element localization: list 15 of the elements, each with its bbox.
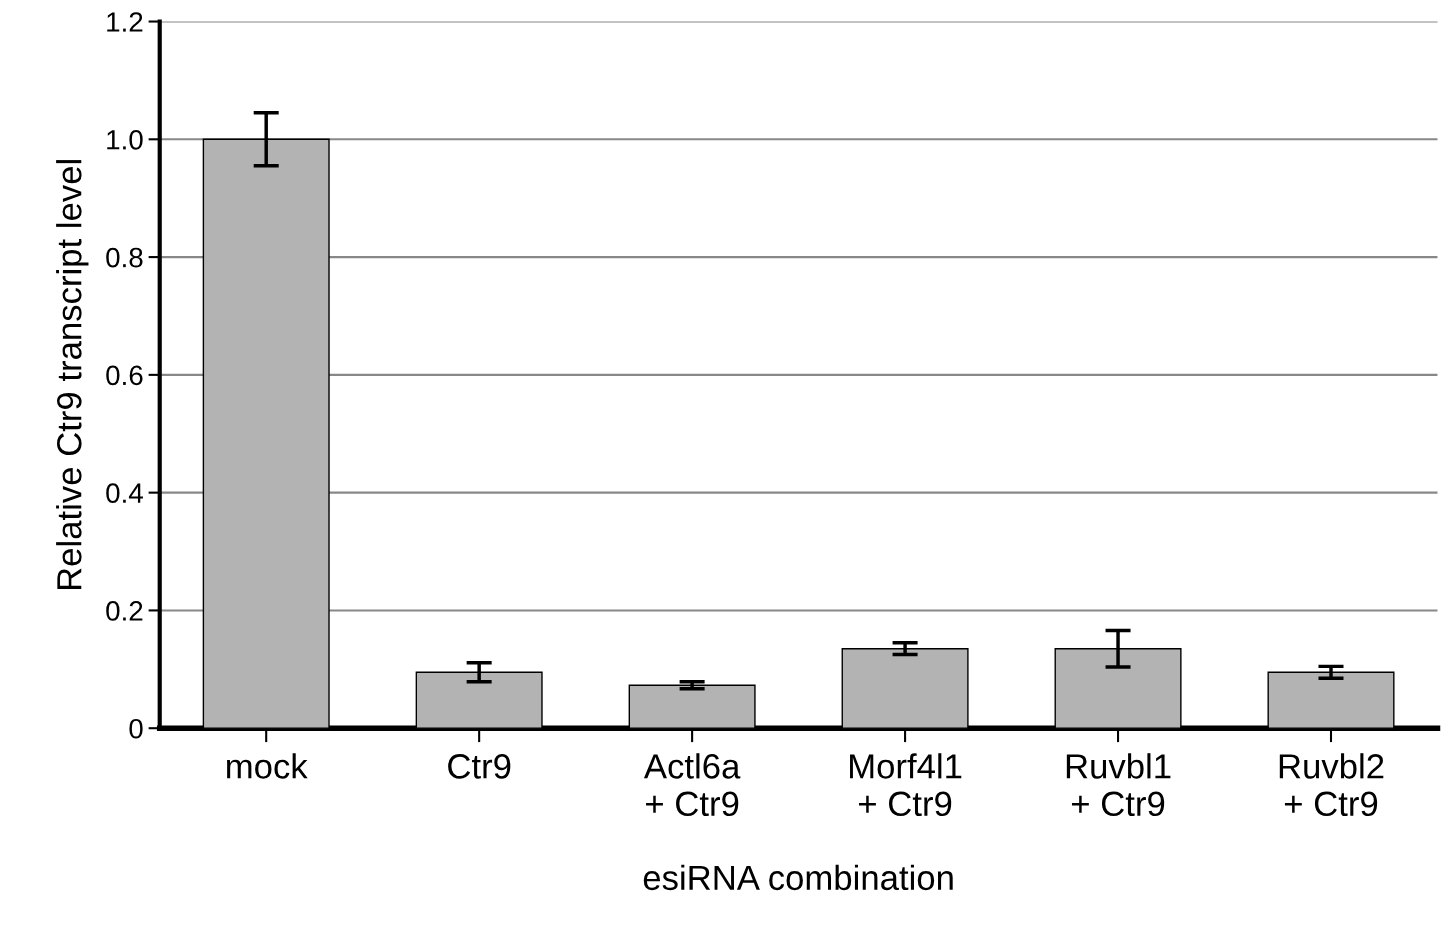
- y-tick-label: 0.2: [106, 601, 143, 621]
- x-tick-label: Ruvbl1 + Ctr9: [1066, 753, 1171, 817]
- y-tick-label: 0.6: [106, 365, 143, 386]
- y-tick-label: 0.8: [106, 247, 143, 268]
- y-tick-label: 1.2: [107, 12, 143, 32]
- x-axis-title: esiRNA combination: [643, 864, 953, 891]
- y-tick-label: 1.0: [107, 129, 143, 150]
- y-tick-label: 0: [129, 718, 143, 739]
- x-tick-label: Morf4l1 + Ctr9: [850, 753, 962, 817]
- x-tick-label: mock: [227, 753, 308, 779]
- y-tick-label: 0.4: [106, 483, 143, 503]
- x-tick-label: Ctr9: [448, 754, 511, 779]
- y-axis-title: Relative Ctr9 transcript level: [56, 160, 89, 590]
- x-tick-label: Actl6a + Ctr9: [643, 753, 741, 817]
- x-tick-label: Ruvbl2 + Ctr9: [1279, 753, 1384, 817]
